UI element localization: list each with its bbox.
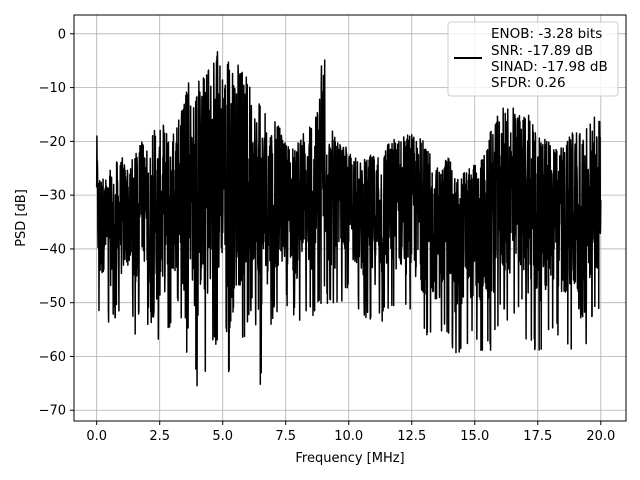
x-tick-label: 17.5 xyxy=(523,429,552,444)
y-tick-label: −40 xyxy=(39,242,66,257)
plot-frame xyxy=(73,14,627,422)
y-tick-label: −60 xyxy=(39,350,66,365)
psd-series-line xyxy=(95,50,602,387)
legend-box xyxy=(447,21,619,97)
x-axis-label: Frequency [MHz] xyxy=(295,451,404,466)
y-tick-label: −50 xyxy=(39,296,66,311)
legend-entry-sfdr: SFDR: 0.26 xyxy=(491,75,566,91)
y-tick-label: −20 xyxy=(39,135,66,150)
psd-trace xyxy=(95,50,602,387)
y-tick-label: −70 xyxy=(39,404,66,419)
x-tick-label: 7.5 xyxy=(275,429,296,444)
legend-entry-sinad: SINAD: -17.98 dB xyxy=(491,59,608,75)
y-tick-label: −10 xyxy=(39,81,66,96)
y-tick-label: 0 xyxy=(58,27,66,42)
x-tick-label: 20.0 xyxy=(586,429,615,444)
legend-entry-enob: ENOB: -3.28 bits xyxy=(491,26,602,42)
x-tick-label: 15.0 xyxy=(460,429,489,444)
x-tick-label: 0.0 xyxy=(86,429,107,444)
x-tick-label: 5.0 xyxy=(212,429,233,444)
x-axis: 0.0 2.5 5.0 7.5 10.0 12.5 15.0 17.5 20.0 xyxy=(86,421,615,444)
y-axis-label: PSD [dB] xyxy=(14,189,29,247)
x-tick-label: 10.0 xyxy=(334,429,363,444)
legend-entry-snr: SNR: -17.89 dB xyxy=(491,43,593,59)
legend: ENOB: -3.28 bits SNR: -17.89 dB SINAD: -… xyxy=(447,21,619,97)
x-tick-label: 2.5 xyxy=(149,429,170,444)
y-axis: 0 −10 −20 −30 −40 −50 −60 −70 xyxy=(39,27,74,419)
y-tick-label: −30 xyxy=(39,189,66,204)
x-tick-label: 12.5 xyxy=(397,429,426,444)
